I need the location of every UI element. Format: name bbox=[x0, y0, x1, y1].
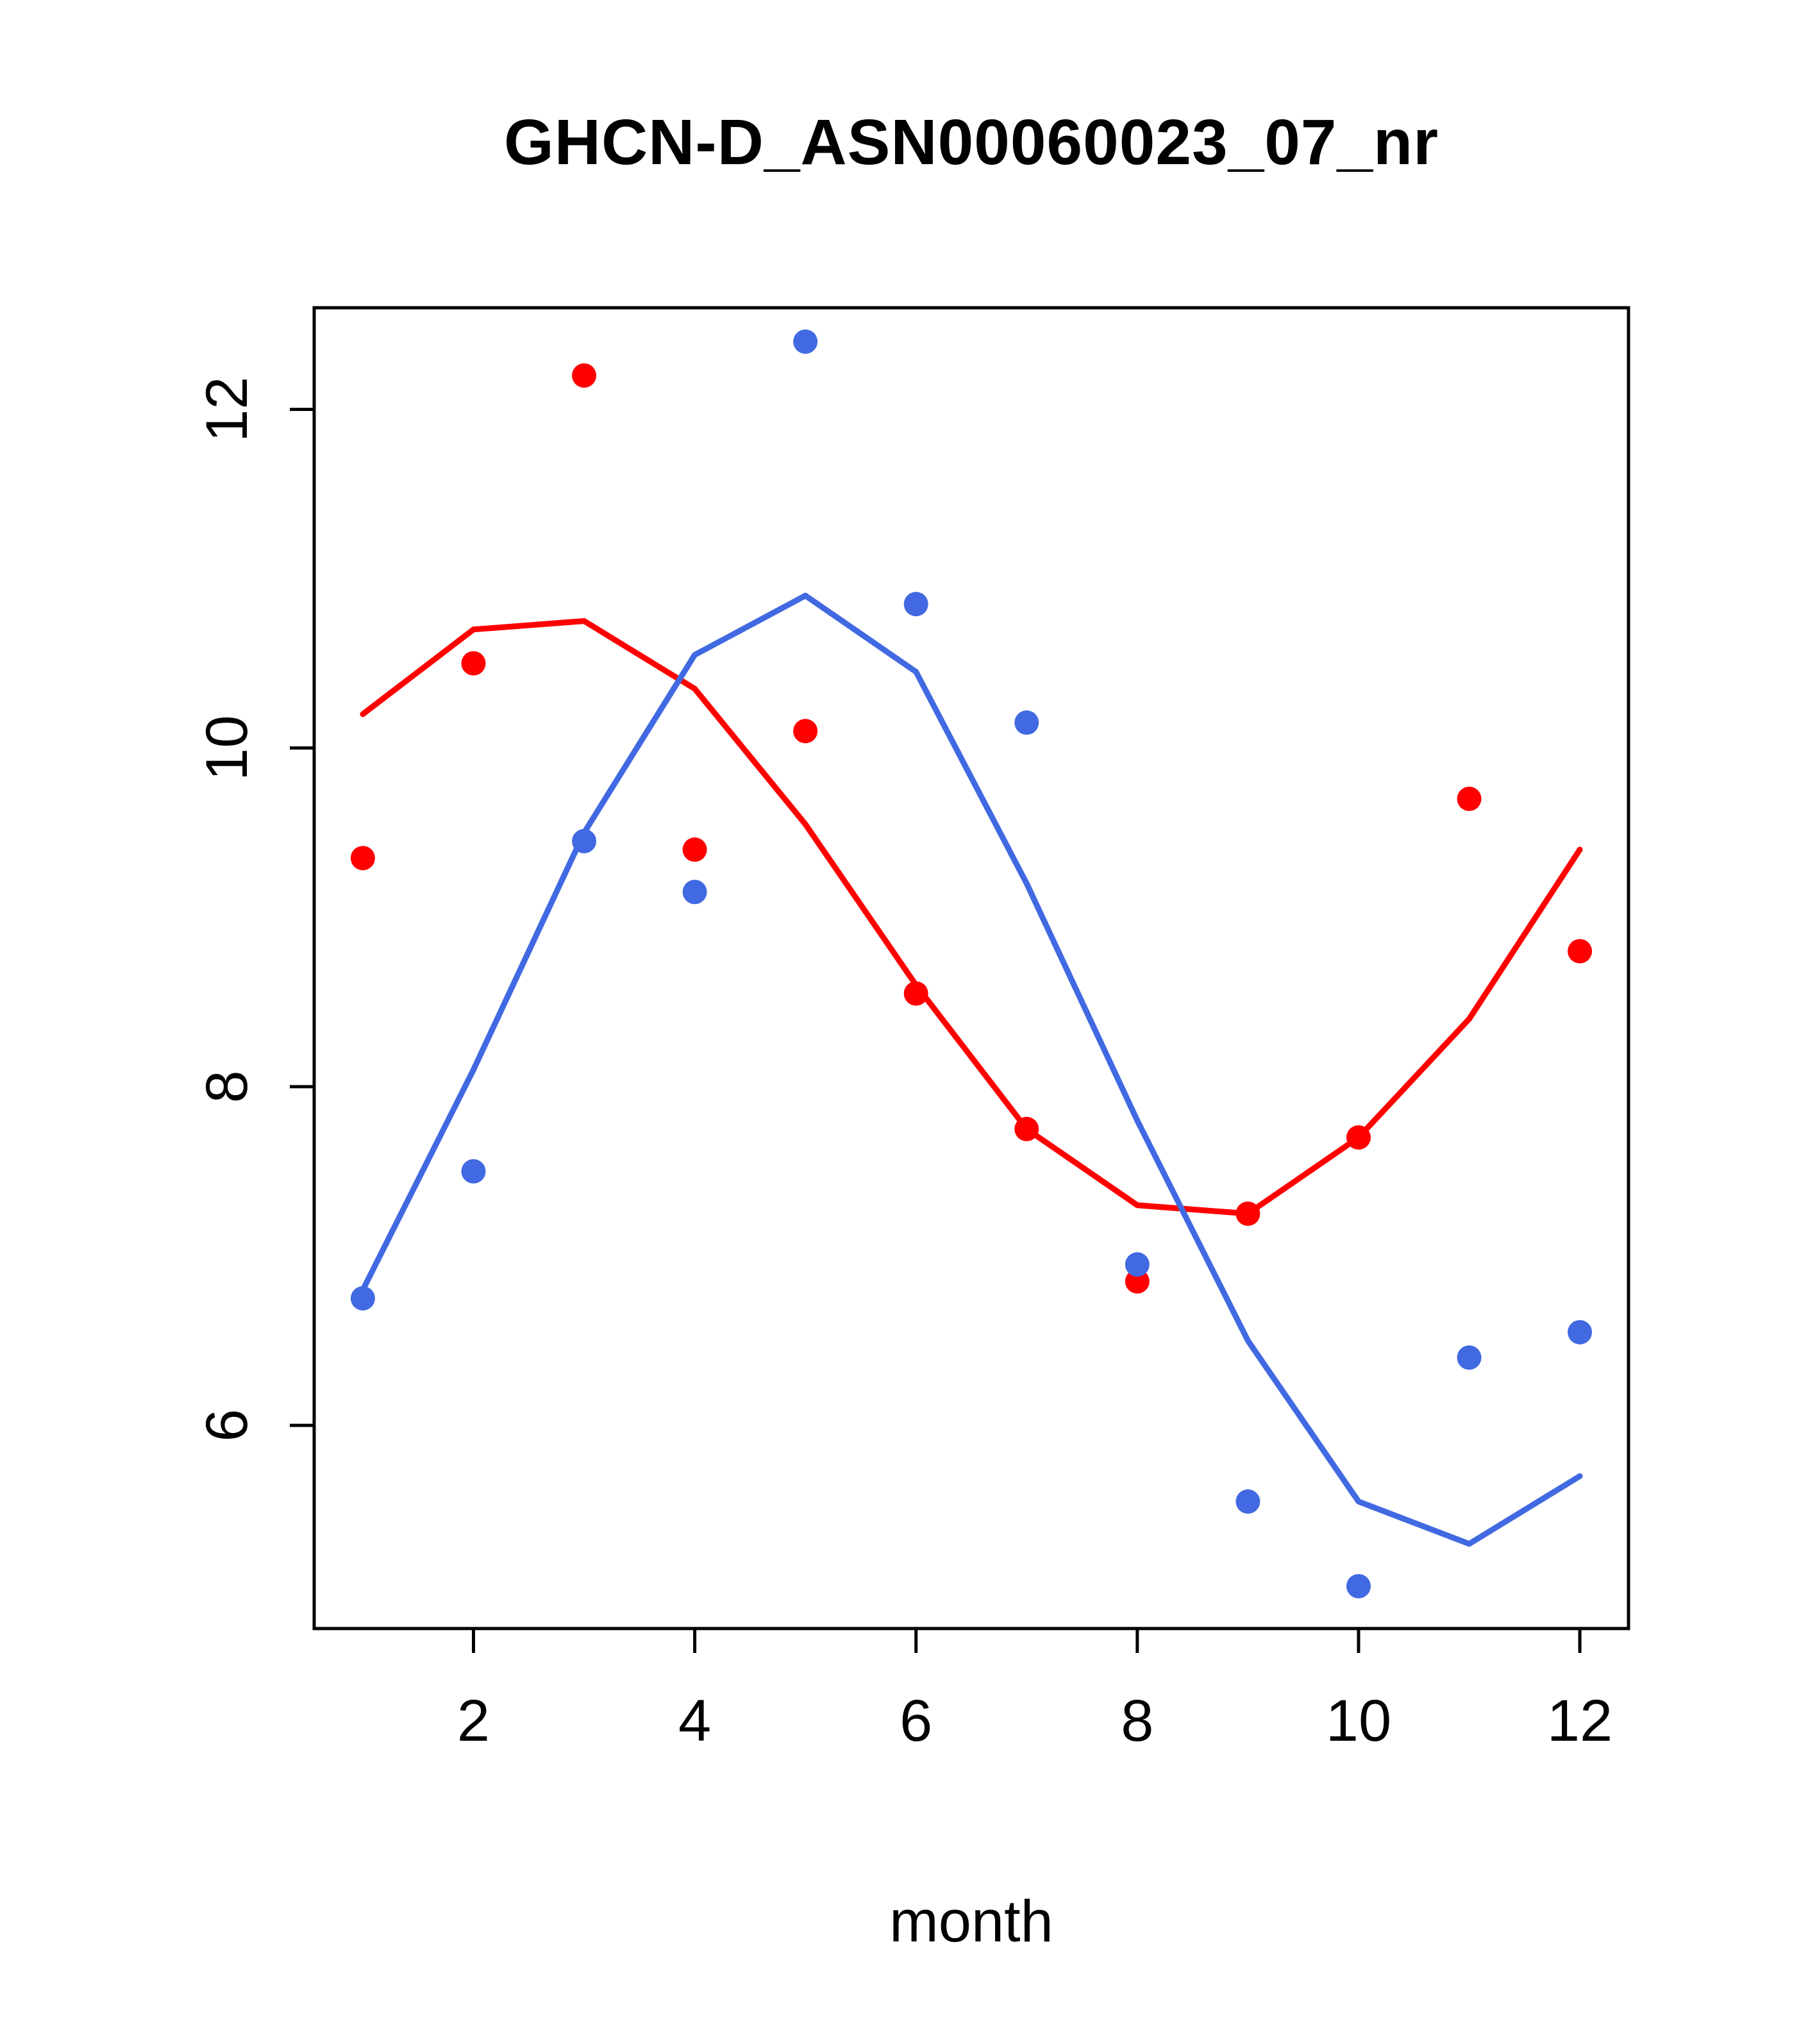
x-axis-label: month bbox=[889, 1889, 1053, 1954]
red-points-marker bbox=[350, 846, 375, 871]
blue-points-marker bbox=[461, 1159, 486, 1184]
blue-points-marker bbox=[1235, 1489, 1260, 1514]
blue-points-marker bbox=[1125, 1252, 1150, 1277]
x-tick-label: 12 bbox=[1547, 1688, 1612, 1754]
blue-points-marker bbox=[350, 1286, 375, 1311]
blue-points-marker bbox=[903, 592, 928, 617]
red-points-marker bbox=[903, 981, 928, 1006]
y-tick-label: 6 bbox=[194, 1409, 260, 1441]
red-points-marker bbox=[682, 837, 707, 862]
x-tick-label: 6 bbox=[900, 1688, 932, 1754]
blue-points-marker bbox=[793, 329, 818, 354]
chart-title: GHCN-D_ASN00060023_07_nr bbox=[503, 106, 1439, 178]
y-tick-label: 10 bbox=[194, 715, 260, 780]
red-points-marker bbox=[1457, 786, 1482, 811]
red-points-marker bbox=[1346, 1125, 1371, 1150]
blue-points-marker bbox=[1014, 710, 1039, 735]
blue-points-marker bbox=[1346, 1573, 1371, 1598]
blue-points-marker bbox=[682, 880, 707, 905]
red-points-marker bbox=[572, 363, 597, 388]
red-points-marker bbox=[1125, 1269, 1150, 1294]
x-tick-label: 2 bbox=[457, 1688, 490, 1754]
y-tick-label: 8 bbox=[194, 1070, 260, 1103]
series-blue-line bbox=[360, 592, 1583, 1547]
y-tick-label: 12 bbox=[194, 376, 260, 442]
blue-points-marker bbox=[1568, 1319, 1593, 1345]
x-tick-label: 4 bbox=[678, 1688, 711, 1754]
x-tick-label: 8 bbox=[1121, 1688, 1153, 1754]
red-points-marker bbox=[461, 651, 486, 676]
red-points-marker bbox=[1568, 939, 1593, 964]
red-points-marker bbox=[1235, 1201, 1260, 1226]
red-points-marker bbox=[1014, 1116, 1039, 1141]
blue-points-marker bbox=[1457, 1345, 1482, 1370]
x-tick-label: 10 bbox=[1326, 1688, 1391, 1754]
series-red-line bbox=[360, 618, 1583, 1217]
plot-border bbox=[312, 306, 1630, 1630]
blue-points-marker bbox=[572, 828, 597, 853]
red-points-marker bbox=[793, 719, 818, 744]
